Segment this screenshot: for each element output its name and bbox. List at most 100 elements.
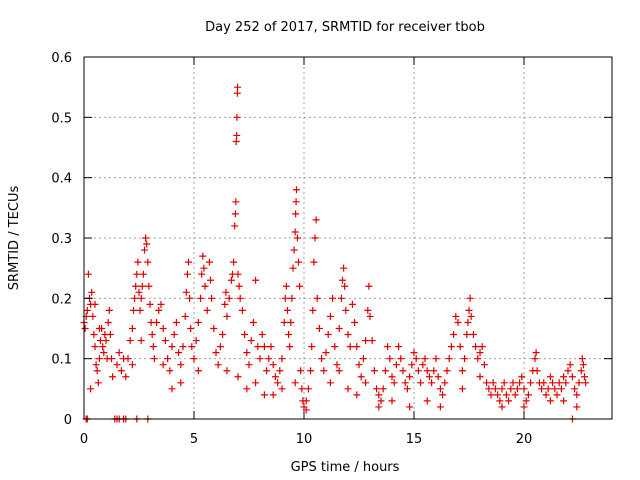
data-point: [546, 397, 554, 405]
data-point: [243, 385, 251, 393]
data-point: [520, 403, 528, 411]
data-point: [423, 397, 431, 405]
data-point: [337, 294, 345, 302]
data-point: [344, 331, 352, 339]
data-point: [252, 276, 260, 284]
data-point: [274, 379, 282, 387]
data-point: [399, 367, 407, 375]
data-point: [247, 337, 255, 345]
data-point: [458, 385, 466, 393]
data-point: [373, 385, 381, 393]
data-point: [375, 403, 383, 411]
data-point: [464, 318, 472, 326]
data-point: [263, 367, 271, 375]
data-point: [128, 325, 136, 332]
data-point: [351, 318, 359, 326]
data-point: [560, 373, 568, 381]
data-point: [581, 373, 588, 381]
data-point: [379, 385, 387, 393]
data-point: [406, 403, 414, 411]
data-point: [362, 337, 370, 345]
data-point: [403, 385, 411, 393]
data-point: [109, 373, 117, 381]
data-point: [137, 337, 145, 345]
data-point: [137, 294, 145, 302]
data-point: [408, 361, 416, 369]
data-point: [527, 379, 535, 387]
data-point: [216, 343, 224, 351]
data-point: [134, 258, 142, 266]
data-point: [293, 234, 301, 242]
data-point: [260, 391, 268, 399]
data-point: [375, 391, 383, 399]
data-point: [465, 306, 473, 314]
data-point: [233, 131, 241, 139]
data-point: [185, 258, 192, 266]
data-point: [505, 397, 513, 405]
data-point: [260, 343, 268, 351]
data-point: [386, 355, 394, 363]
data-point: [91, 300, 99, 308]
data-point: [439, 391, 447, 399]
data-point: [320, 367, 328, 375]
data-point: [201, 282, 209, 290]
data-point: [92, 361, 100, 369]
data-point: [310, 258, 318, 266]
data-point: [434, 373, 442, 381]
x-tick-label: 5: [190, 432, 198, 447]
data-point: [498, 403, 506, 411]
data-point: [245, 361, 253, 369]
data-point: [296, 282, 304, 290]
data-point: [252, 379, 260, 387]
data-point: [551, 385, 559, 393]
data-point: [269, 391, 277, 399]
data-point: [502, 391, 510, 399]
data-point: [159, 325, 167, 332]
data-point: [230, 258, 238, 266]
y-tick-label: 0.5: [51, 111, 72, 126]
data-point: [326, 379, 334, 387]
data-point: [181, 312, 189, 320]
data-point: [219, 331, 227, 339]
data-point: [234, 373, 242, 381]
data-point: [210, 325, 218, 332]
data-point: [412, 355, 420, 363]
data-point: [177, 379, 185, 387]
data-point: [353, 343, 361, 351]
x-tick-label: 10: [296, 432, 313, 447]
data-point: [388, 397, 396, 405]
data-point: [562, 379, 570, 387]
data-point: [450, 331, 458, 339]
data-point: [331, 343, 339, 351]
data-point: [295, 258, 302, 266]
data-point: [234, 83, 242, 91]
data-point: [150, 355, 158, 363]
data-point: [555, 379, 563, 387]
data-point: [428, 379, 436, 387]
data-point: [357, 373, 365, 381]
data-point: [207, 276, 214, 284]
data-point: [168, 385, 176, 393]
data-point: [188, 343, 196, 351]
data-point: [335, 367, 343, 375]
data-point: [233, 89, 241, 97]
y-tick-label: 0.2: [51, 292, 72, 307]
axis-ticks: 0 0.1 0.2 0.3 0.4 0.5 0.6 0 5 10 15 20: [51, 51, 612, 447]
data-point: [366, 312, 374, 320]
data-point: [197, 294, 205, 302]
data-point: [302, 406, 310, 414]
data-point: [141, 246, 148, 254]
data-point: [513, 385, 521, 393]
data-point: [159, 361, 167, 369]
data-point: [483, 379, 491, 387]
y-tick-label: 0.6: [51, 51, 72, 66]
data-point: [149, 343, 157, 351]
data-point: [179, 343, 187, 351]
data-point: [298, 385, 306, 393]
data-point: [377, 397, 385, 405]
data-point: [232, 198, 240, 206]
data-point: [487, 391, 495, 399]
data-point: [384, 343, 392, 351]
data-point: [243, 349, 251, 357]
data-point: [364, 306, 372, 314]
